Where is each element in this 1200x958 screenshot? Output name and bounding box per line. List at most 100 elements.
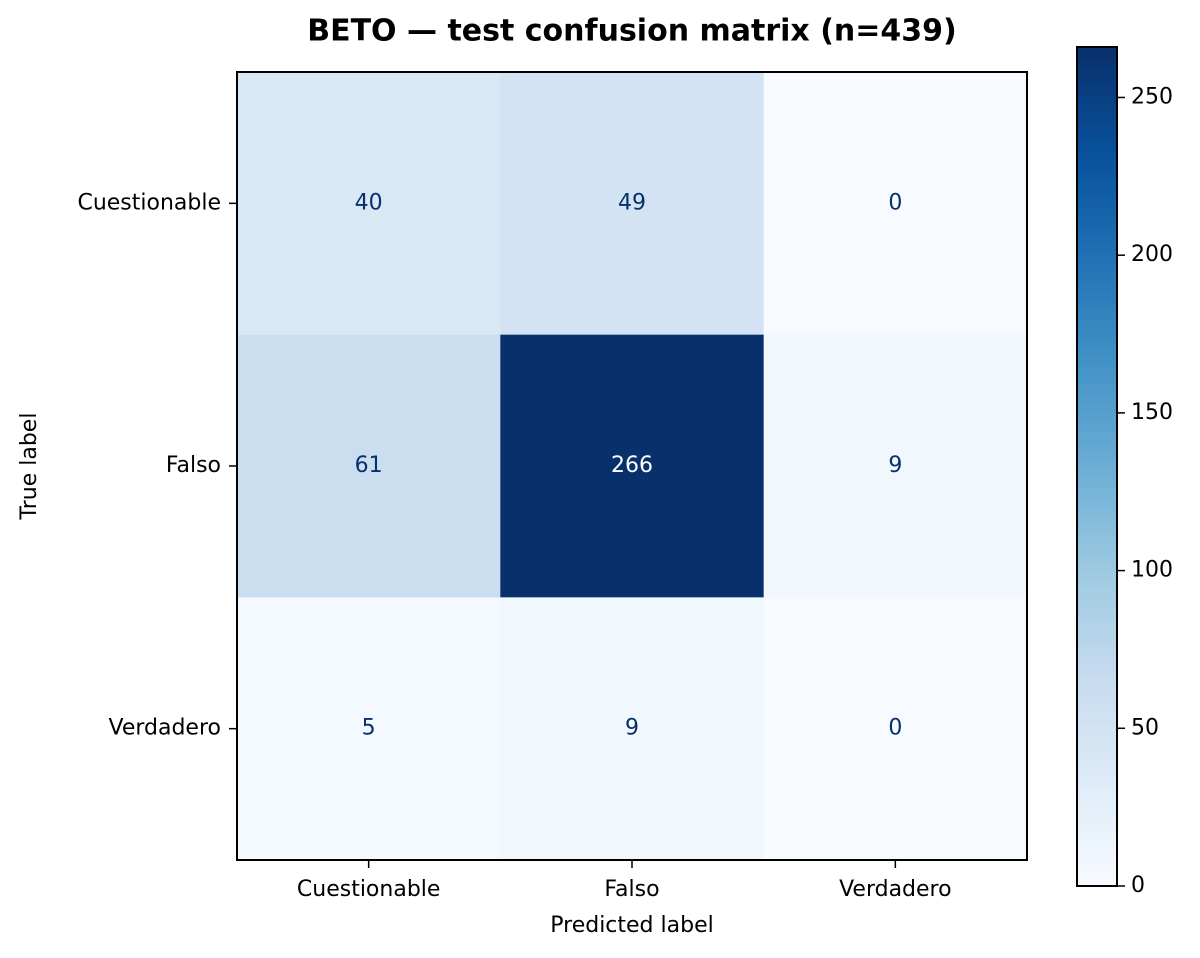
colorbar-segment [1077,193,1117,202]
colorbar-segment [1077,823,1117,831]
colorbar-segment [1077,221,1117,230]
colorbar-segment [1077,242,1117,251]
colorbar-segment [1077,739,1117,747]
colorbar-segment [1077,865,1117,873]
y-tick-label: Falso [166,453,221,478]
colorbar-segment [1077,291,1117,300]
colorbar-segment [1077,81,1117,90]
colorbar-segment [1077,585,1117,593]
y-tick-label: Cuestionable [77,190,221,215]
heatmap-cell [237,334,501,598]
colorbar-segment [1077,557,1117,565]
colorbar-segment [1077,837,1117,845]
colorbar-segment [1077,102,1117,111]
colorbar-segment [1077,851,1117,859]
colorbar-segment [1077,767,1117,775]
colorbar-segment [1077,410,1117,419]
colorbar-segment [1077,473,1117,482]
colorbar-segment [1077,277,1117,286]
colorbar-segment [1077,375,1117,384]
colorbar-segment [1077,781,1117,789]
colorbar-segment [1077,529,1117,538]
colorbar-segment [1077,858,1117,866]
colorbar-segment [1077,130,1117,139]
colorbar-segment [1077,774,1117,782]
colorbar-segment [1077,648,1117,656]
colorbar-segment [1077,319,1117,328]
colorbar-segment [1077,186,1117,195]
x-axis-label: Predicted label [550,913,713,938]
heatmap-cell [237,597,501,861]
colorbar-segment [1077,158,1117,167]
colorbar-segment [1077,690,1117,698]
colorbar-segment [1077,179,1117,188]
colorbar-segment [1077,214,1117,223]
colorbar-segment [1077,417,1117,426]
colorbar-segment [1077,655,1117,663]
colorbar-segment [1077,249,1117,258]
x-tick-label: Cuestionable [297,877,441,902]
colorbar-segment [1077,172,1117,181]
colorbar [1077,47,1117,887]
colorbar-segment [1077,830,1117,838]
colorbar-segment [1077,564,1117,572]
colorbar-tick-label: 250 [1131,84,1173,109]
cell-label: 266 [611,453,653,478]
colorbar-segment [1077,683,1117,691]
cell-label: 61 [355,453,383,478]
colorbar-segment [1077,88,1117,97]
colorbar-segment [1077,305,1117,314]
colorbar-segment [1077,718,1117,726]
colorbar-segment [1077,256,1117,265]
colorbar-tick-label: 200 [1131,242,1173,267]
colorbar-segment [1077,137,1117,146]
colorbar-segment [1077,592,1117,600]
colorbar-tick-label: 150 [1131,400,1173,425]
colorbar-segment [1077,788,1117,796]
colorbar-segment [1077,270,1117,279]
colorbar-segment [1077,116,1117,125]
colorbar-segment [1077,550,1117,558]
colorbar-segment [1077,424,1117,433]
colorbar-segment [1077,382,1117,391]
cell-label: 0 [888,190,902,215]
cell-label: 0 [888,716,902,741]
colorbar-tick-label: 50 [1131,715,1159,740]
colorbar-segment [1077,816,1117,824]
colorbar-segment [1077,438,1117,447]
colorbar-segment [1077,746,1117,754]
heatmap-cell [500,334,765,598]
colorbar-segment [1077,60,1117,69]
colorbar-segment [1077,298,1117,307]
colorbar-segment [1077,452,1117,461]
heatmap-cell [763,72,1028,336]
colorbar-segment [1077,606,1117,614]
colorbar-segment [1077,844,1117,852]
colorbar-segment [1077,634,1117,642]
colorbar-segment [1077,760,1117,768]
colorbar-segment [1077,396,1117,405]
cell-label: 9 [625,716,639,741]
colorbar-segment [1077,620,1117,628]
colorbar-tick-label: 100 [1131,558,1173,583]
colorbar-segment [1077,872,1117,880]
colorbar-segment [1077,732,1117,740]
colorbar-segment [1077,207,1117,216]
colorbar-segment [1077,151,1117,160]
colorbar-segment [1077,697,1117,705]
colorbar-segment [1077,578,1117,586]
colorbar-segment [1077,312,1117,321]
colorbar-segment [1077,641,1117,649]
colorbar-segment [1077,235,1117,244]
colorbar-segment [1077,144,1117,153]
colorbar-segment [1077,676,1117,684]
colorbar-segment [1077,879,1117,887]
colorbar-segment [1077,67,1117,76]
colorbar-segment [1077,284,1117,293]
colorbar-segment [1077,200,1117,209]
colorbar-segment [1077,333,1117,342]
cell-label: 49 [618,190,646,215]
colorbar-segment [1077,501,1117,510]
colorbar-segment [1077,571,1117,579]
